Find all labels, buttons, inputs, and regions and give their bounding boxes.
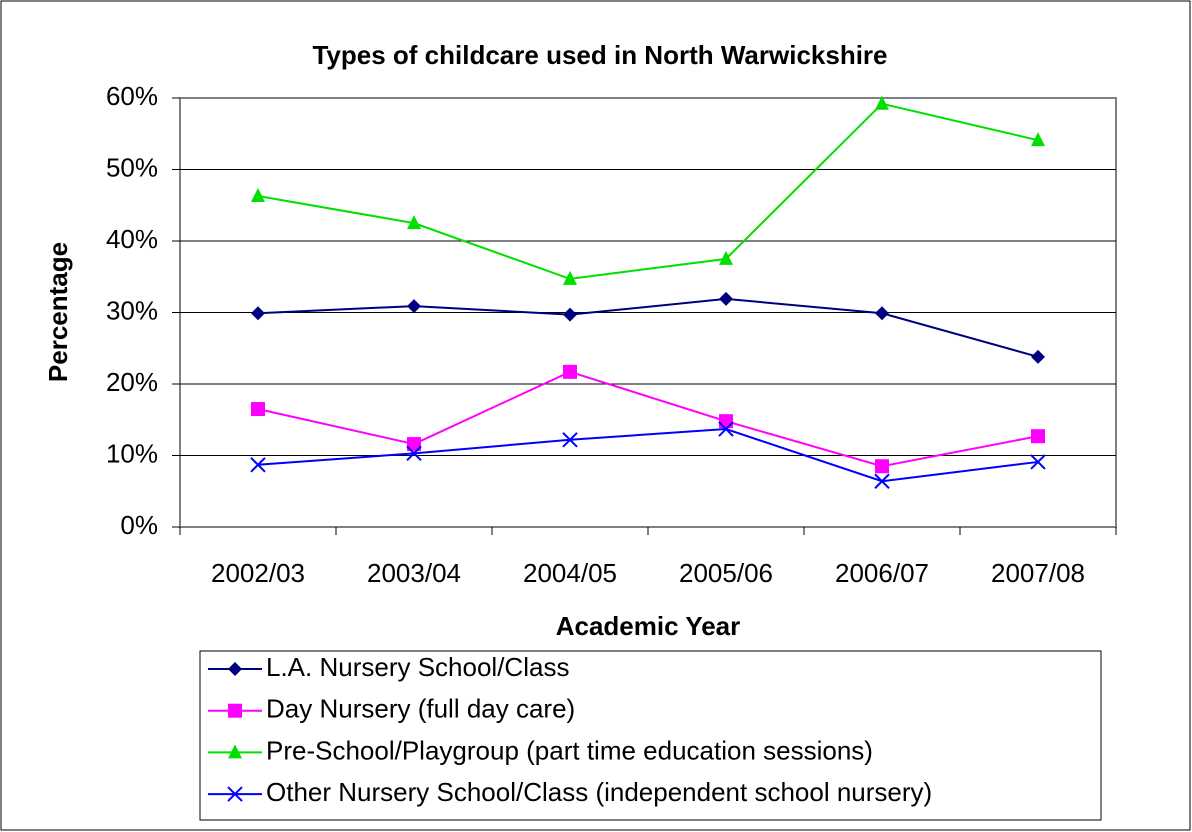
x-tick-label: 2006/07 [835,558,929,588]
marker [407,299,421,314]
marker [1031,132,1045,147]
marker [562,432,578,448]
series-line [257,370,1039,468]
marker [563,270,577,285]
chart-title: Types of childcare used in North Warwick… [312,40,887,70]
x-tick-label: 2003/04 [367,558,461,588]
y-tick-label: 0% [120,510,158,540]
y-tick-label: 30% [106,295,158,325]
legend-marker [228,703,242,718]
series-line [257,428,1039,483]
x-tick-label: 2007/08 [991,558,1085,588]
marker [875,459,889,474]
legend-label: Day Nursery (full day care) [266,694,575,724]
marker [719,250,733,265]
marker [407,437,421,452]
marker [251,306,265,321]
legend-label: L.A. Nursery School/Class [266,652,569,682]
y-tick-label: 50% [106,152,158,182]
marker [406,445,422,462]
marker [719,414,733,429]
marker [250,457,266,473]
marker [407,215,421,230]
legend-marker [227,786,243,802]
marker [874,473,890,489]
marker [1031,429,1045,444]
marker [1031,349,1045,364]
marker [718,421,734,437]
legend-marker [228,744,242,759]
legend-label: Other Nursery School/Class (independent … [266,777,932,807]
x-tick-label: 2005/06 [679,558,773,588]
y-axis-label: Percentage [43,242,73,382]
x-tick-label: 2002/03 [211,558,305,588]
y-tick-label: 40% [106,224,158,254]
series-line [257,102,1039,280]
x-axis-label: Academic Year [556,611,741,641]
marker [563,307,577,322]
marker [719,291,733,306]
y-tick-label: 20% [106,367,158,397]
marker [563,364,577,379]
y-tick-label: 60% [106,81,158,111]
marker [251,187,265,202]
legend-label: Pre-School/Playgroup (part time educatio… [266,735,873,765]
legend [199,650,1102,821]
marker [875,95,889,110]
marker [1030,454,1046,470]
legend-marker [228,662,242,676]
marker [875,306,889,321]
marker [251,402,265,417]
x-tick-label: 2004/05 [523,558,617,588]
y-tick-label: 10% [106,438,158,468]
series-line [257,297,1039,358]
